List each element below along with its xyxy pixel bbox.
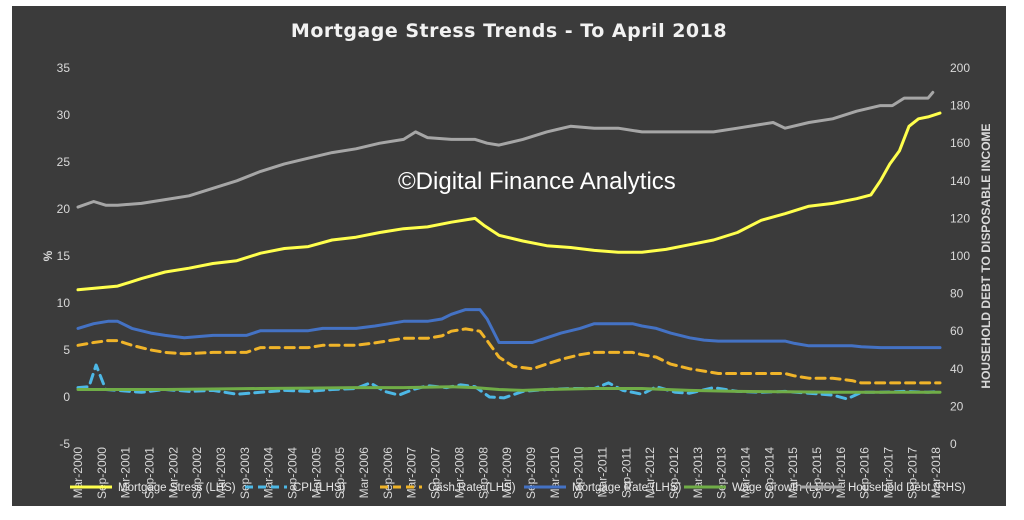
x-tick-label: Mar-2005: [309, 447, 323, 499]
y-tick-left: 0: [63, 390, 70, 404]
y-tick-right: 160: [950, 136, 970, 150]
legend: Mortgage Stress (LHS) CPI (LHS) Cash Rate …: [70, 482, 966, 494]
x-tick-label: Sep-2001: [143, 447, 157, 499]
series-line-0: [76, 111, 942, 292]
x-tick-label: Sep-2011: [619, 447, 633, 498]
x-tick-label: Mar-2016: [834, 447, 848, 499]
y-tick-right: 60: [950, 324, 964, 338]
x-tick-label: Mar-2002: [166, 447, 180, 499]
y-tick-right: 140: [950, 174, 970, 188]
y-tick-left: 20: [57, 202, 71, 216]
y-tick-left: 10: [57, 296, 71, 310]
x-tick-label: Sep-2010: [572, 447, 586, 499]
x-tick-label: Mar-2001: [119, 447, 133, 499]
plot-area: [76, 90, 942, 401]
y-tick-right: 100: [950, 249, 970, 263]
series-line-3: [76, 308, 942, 350]
right-axis-ticks: 0 20 40 60 80 100 120 140 160 180 200: [950, 61, 970, 451]
legend-label-0: Mortgage Stress (LHS): [118, 482, 236, 494]
y-tick-left: 25: [57, 155, 71, 169]
chart-panel: Mortgage Stress Trends - To April 2018 -…: [12, 6, 1006, 506]
x-tick-label: Mar-2004: [262, 447, 276, 499]
x-tick-label: Mar-2006: [357, 447, 371, 499]
x-tick-label: Mar-2011: [595, 447, 609, 498]
y-tick-right: 180: [950, 99, 970, 113]
y-tick-left: 35: [57, 61, 71, 75]
x-tick-label: Sep-2002: [190, 447, 204, 499]
x-tick-label: Sep-2009: [524, 447, 538, 499]
left-axis-ticks: -5 0 5 10 15 20 25 30 35: [57, 61, 71, 451]
chart-title: Mortgage Stress Trends - To April 2018: [290, 20, 728, 42]
y-tick-right: 200: [950, 61, 970, 75]
x-tick-label: Mar-2013: [691, 447, 705, 499]
x-tick-label: Mar-2017: [882, 447, 896, 499]
x-tick-label: Sep-2007: [429, 447, 443, 499]
x-tick-label: Sep-2003: [238, 447, 252, 499]
x-axis-ticks: Mar-2000 Sep-2000 Mar-2001 Sep-2001 Mar-2002…: [71, 447, 943, 499]
legend-label-2: Cash Rate (LHS): [428, 482, 516, 494]
legend-label-3: Mortgage Rate (LHS): [572, 482, 681, 494]
x-tick-label: Mar-2007: [405, 447, 419, 499]
y-tick-left: -5: [59, 437, 70, 451]
x-tick-label: Sep-2017: [905, 447, 919, 499]
x-tick-label: Mar-2000: [71, 447, 85, 499]
x-tick-label: Mar-2003: [214, 447, 228, 499]
x-tick-label: Sep-2014: [762, 447, 776, 499]
x-tick-label: Mar-2010: [548, 447, 562, 499]
y-axis-label-right: HOUSEHOLD DEBT TO DISPOSABLE INCOME: [979, 123, 993, 388]
series-line-5: [76, 90, 935, 209]
x-tick-label: Sep-2012: [667, 447, 681, 499]
x-tick-label: Mar-2009: [500, 447, 514, 499]
series-line-4: [76, 385, 942, 394]
y-tick-right: 20: [950, 399, 964, 413]
x-tick-label: Mar-2015: [786, 447, 800, 499]
y-tick-right: 0: [950, 437, 957, 451]
x-tick-label: Sep-2004: [286, 447, 300, 499]
legend-label-1: CPI (LHS): [293, 482, 346, 494]
x-tick-label: Sep-2000: [95, 447, 109, 499]
x-tick-label: Mar-2018: [929, 447, 943, 499]
x-tick-label: Sep-2005: [333, 447, 347, 499]
x-tick-label: Mar-2014: [738, 447, 752, 499]
y-tick-left: 15: [57, 249, 71, 263]
y-tick-left: 5: [63, 343, 70, 357]
series-line-2: [76, 327, 942, 385]
y-axis-label-left: %: [41, 250, 55, 261]
y-tick-right: 40: [950, 362, 964, 376]
y-tick-right: 120: [950, 211, 970, 225]
x-tick-label: Sep-2006: [381, 447, 395, 499]
y-tick-left: 30: [57, 108, 71, 122]
chart-svg: -5 0 5 10 15 20 25 30 35 0 20 40 60 80 100 120 140 160 18…: [41, 61, 993, 499]
x-tick-label: Mar-2012: [643, 447, 657, 499]
legend-label-4: Wage Growth (LHS): [732, 482, 835, 494]
legend-label-5: Household Debt (RHS): [848, 482, 966, 494]
x-tick-label: Sep-2008: [476, 447, 490, 499]
x-tick-label: Sep-2013: [715, 447, 729, 499]
y-tick-right: 80: [950, 287, 964, 301]
x-tick-label: Sep-2016: [858, 447, 872, 499]
series-line-1: [76, 363, 942, 401]
x-tick-label: Mar-2008: [452, 447, 466, 499]
watermark: ©Digital Finance Analytics: [398, 168, 676, 195]
